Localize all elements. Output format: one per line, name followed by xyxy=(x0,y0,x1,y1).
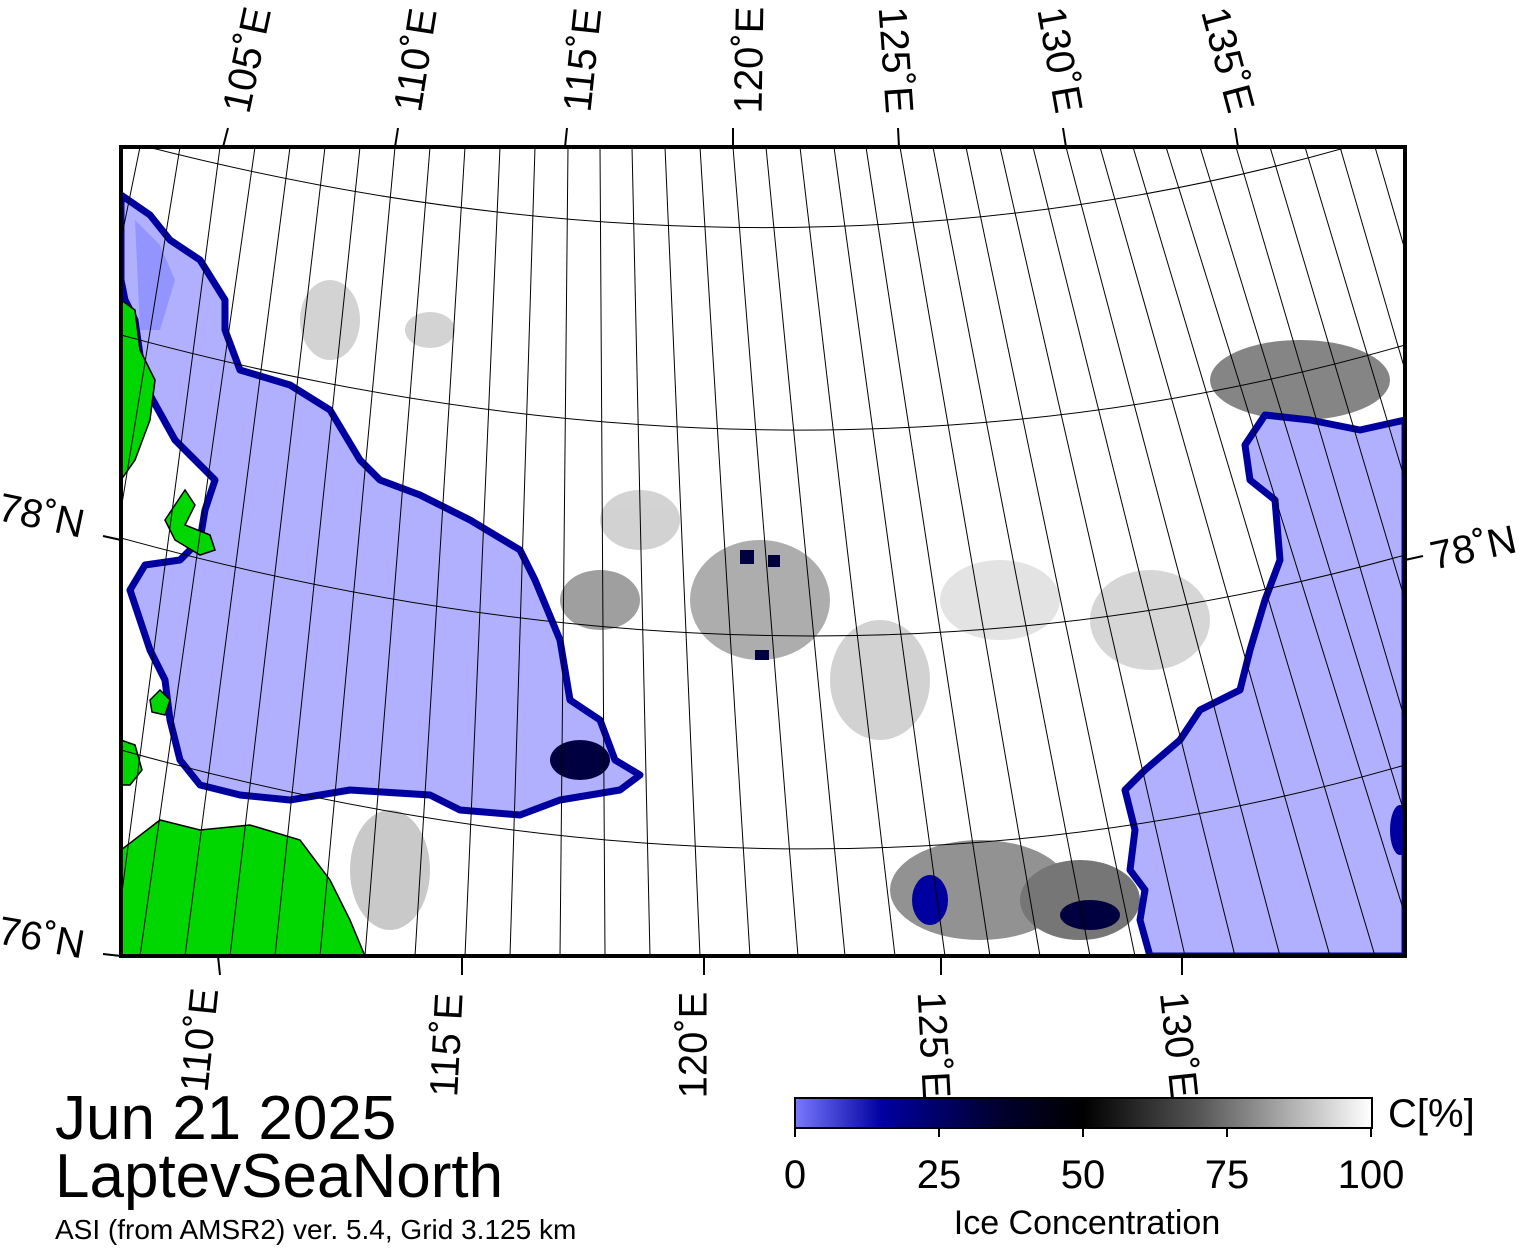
colorbar-label-0: 0 xyxy=(783,1153,807,1197)
land-southwest xyxy=(121,819,366,956)
colorbar-title: Ice Concentration xyxy=(953,1204,1221,1242)
ice-edge-patches xyxy=(550,550,1405,930)
colorbar-tick-50 xyxy=(1082,1127,1084,1137)
colorbar-label-100: 100 xyxy=(1337,1153,1405,1197)
top-lon-label-120: 120˚E xyxy=(726,6,773,114)
colorbar-label-50: 50 xyxy=(1060,1153,1106,1197)
colorbar-unit: C[%] xyxy=(1388,1092,1475,1136)
colorbar-tick-100 xyxy=(1370,1127,1372,1137)
region-name: LaptevSeaNorth xyxy=(55,1142,504,1211)
colorbar-tick-0 xyxy=(794,1127,796,1137)
colorbar-label-25: 25 xyxy=(916,1153,962,1197)
open-water-west xyxy=(121,191,644,819)
island-west xyxy=(164,488,216,556)
open-water-west-mid xyxy=(135,220,175,330)
bottom-lon-label-130: 130˚E xyxy=(1150,989,1206,1101)
colorbar-label-75: 75 xyxy=(1204,1153,1250,1197)
top-lon-label-115: 115˚E xyxy=(555,6,611,114)
colorbar-tick-75 xyxy=(1226,1127,1228,1137)
island-small-1 xyxy=(149,688,171,716)
colorbar-tick-25 xyxy=(938,1127,940,1137)
top-lon-label-125: 125˚E xyxy=(869,5,922,115)
bottom-lon-label-120: 120˚E xyxy=(671,991,716,1099)
frame-ticks xyxy=(102,127,1424,976)
bottom-lon-label-115: 115˚E xyxy=(422,992,472,1098)
bottom-lon-label-110: 110˚E xyxy=(172,986,228,1094)
graticule xyxy=(121,147,1405,956)
data-source: ASI (from AMSR2) ver. 5.4, Grid 3.125 km xyxy=(55,1214,577,1245)
map-frame xyxy=(119,145,1407,958)
land-masses xyxy=(121,299,366,956)
colorbar xyxy=(794,1097,1373,1129)
bottom-lon-label-125: 125˚E xyxy=(908,990,959,1100)
land-northwest xyxy=(121,299,156,482)
map-date: Jun 21 2025 xyxy=(55,1084,397,1153)
